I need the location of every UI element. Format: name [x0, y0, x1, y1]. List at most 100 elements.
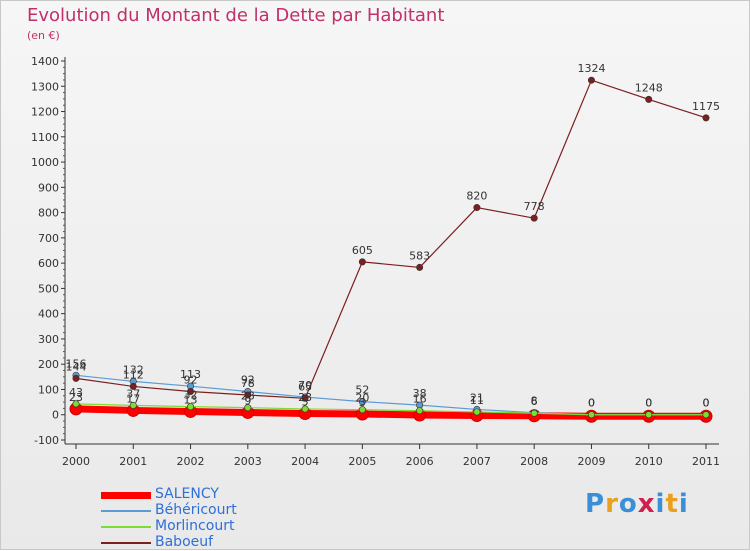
x-tick-label: 2003 [234, 455, 262, 468]
legend-swatch [101, 491, 151, 499]
y-tick-label: 900 [38, 181, 59, 194]
data-point [702, 411, 710, 419]
data-point [358, 398, 366, 406]
data-point [358, 258, 366, 266]
data-label: 37 [126, 387, 140, 400]
data-label: 5 [302, 395, 309, 408]
data-label: 21 [470, 391, 484, 404]
data-label: 0 [588, 397, 595, 410]
data-label: 0 [703, 397, 710, 410]
data-label: 70 [298, 379, 312, 392]
y-tick-label: 1200 [31, 106, 59, 119]
data-point [473, 204, 481, 212]
data-point [473, 408, 481, 416]
legend-label: Baboeuf [155, 534, 214, 550]
chart-title: Evolution du Montant de la Dette par Hab… [27, 5, 445, 26]
y-tick-label: 100 [38, 383, 59, 396]
x-tick-label: 2004 [291, 455, 319, 468]
data-label: 28 [241, 390, 255, 403]
data-point [530, 409, 538, 417]
data-label: 0 [645, 397, 652, 410]
series-line-salency [72, 405, 710, 420]
data-label: 1324 [577, 62, 605, 75]
y-tick-label: 400 [38, 308, 59, 321]
data-point [645, 95, 653, 103]
data-label: 3 [359, 396, 366, 409]
data-point [416, 407, 424, 415]
data-label: 0 [703, 397, 710, 410]
data-label: 112 [123, 368, 144, 381]
x-tick-label: 2005 [348, 455, 376, 468]
legend-swatch [101, 542, 151, 544]
data-point [187, 403, 195, 411]
y-tick-label: 200 [38, 358, 59, 371]
x-tick-label: 2002 [177, 455, 205, 468]
data-label: 52 [355, 384, 369, 397]
x-tick-label: 2007 [463, 455, 491, 468]
data-point [244, 391, 252, 399]
data-point [587, 411, 595, 419]
y-tick-label: 1000 [31, 156, 59, 169]
data-point [72, 374, 80, 382]
data-label: 0 [588, 397, 595, 410]
data-point [244, 404, 252, 412]
data-label: 605 [352, 244, 373, 257]
logo-letter: o [618, 489, 638, 519]
logo-letter: P [585, 489, 606, 519]
x-tick-label: 2009 [577, 455, 605, 468]
data-point [587, 76, 595, 84]
legend-label: Morlincourt [155, 518, 235, 534]
legend-label: SALENCY [155, 486, 219, 502]
series-line-morlincourt [75, 403, 707, 416]
data-label: 9 [244, 394, 251, 407]
data-label: 23 [69, 391, 83, 404]
y-tick-label: 500 [38, 282, 59, 295]
y-tick-label: 1400 [31, 55, 59, 68]
data-label: 78 [241, 377, 255, 390]
data-label: 43 [69, 386, 83, 399]
logo-letter: i [678, 489, 689, 519]
logo-letter: t [665, 489, 679, 519]
proxiti-logo: Proxiti [585, 489, 689, 519]
data-label: 144 [66, 360, 87, 373]
data-label: 0 [645, 397, 652, 410]
data-label: 156 [66, 357, 87, 370]
data-label: 23 [298, 391, 312, 404]
data-label: 6 [531, 395, 538, 408]
data-label: 92 [184, 373, 198, 386]
chart-subtitle: (en €) [27, 29, 60, 42]
series-line-baboeuf [75, 79, 707, 399]
logo-letter: i [655, 489, 666, 519]
y-tick-label: 800 [38, 207, 59, 220]
data-point [530, 214, 538, 222]
legend-label: Béhéricourt [155, 502, 237, 518]
data-label: 1248 [635, 81, 663, 94]
data-label: 132 [123, 363, 144, 376]
data-label: 583 [409, 249, 430, 262]
data-label: 20 [355, 392, 369, 405]
data-label: 13 [184, 393, 198, 406]
logo-letter: x [637, 489, 656, 519]
x-tick-label: 2010 [635, 455, 663, 468]
x-tick-label: 2000 [62, 455, 90, 468]
data-label: 1175 [692, 100, 720, 113]
y-tick-label: 0 [52, 409, 59, 422]
y-tick-label: 1100 [31, 131, 59, 144]
y-tick-label: 1300 [31, 80, 59, 93]
data-point [702, 114, 710, 122]
logo-letter: r [605, 489, 619, 519]
x-tick-label: 2011 [692, 455, 720, 468]
x-tick-label: 2001 [119, 455, 147, 468]
data-label: 820 [466, 190, 487, 203]
legend-swatch [101, 510, 151, 512]
data-label: 32 [184, 389, 198, 402]
data-label: 778 [524, 200, 545, 213]
data-label: 17 [126, 392, 140, 405]
data-point [416, 263, 424, 271]
data-label: 11 [470, 394, 484, 407]
y-tick-label: -100 [34, 434, 59, 447]
data-label: 92 [241, 373, 255, 386]
data-point [301, 394, 309, 402]
legend-swatch [101, 526, 151, 528]
